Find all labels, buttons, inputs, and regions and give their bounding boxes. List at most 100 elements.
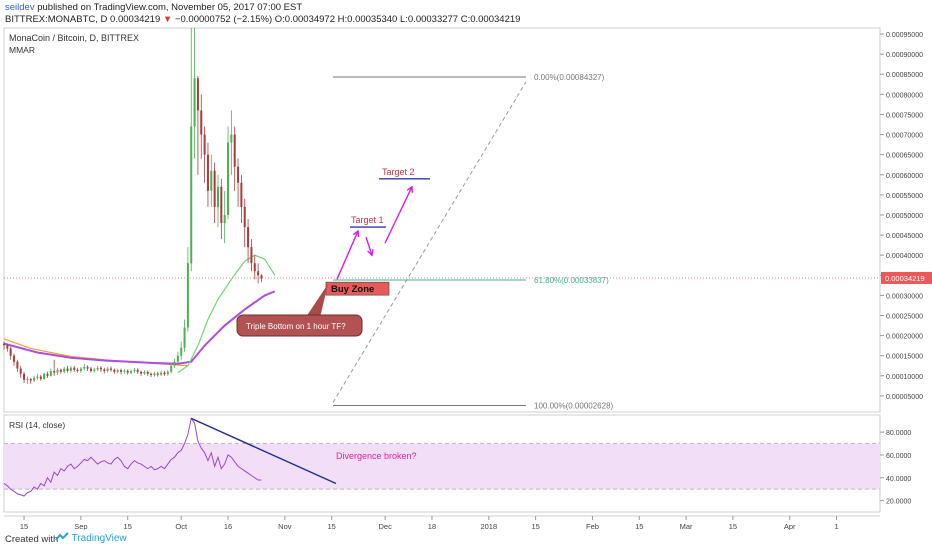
price-axis-label: 0.00060000: [886, 173, 923, 180]
candle-body: [183, 327, 186, 348]
candle-body: [46, 373, 49, 376]
candle-body: [233, 134, 236, 167]
down-arrow-icon: ▼: [162, 14, 173, 25]
rsi-axis-label: 20.0000: [886, 499, 911, 506]
candle-body: [79, 368, 82, 371]
price-axis-label: 0.00075000: [886, 112, 923, 119]
rsi-band: [4, 443, 880, 490]
candle-body: [19, 368, 22, 374]
author-link[interactable]: seildev: [5, 2, 35, 13]
candle-body: [130, 370, 133, 373]
time-axis-label: 16: [224, 522, 232, 530]
candle-body: [120, 370, 123, 372]
candle-body: [133, 369, 136, 371]
candle-body: [146, 371, 149, 374]
target-2-label: Target 2: [382, 167, 415, 177]
candle-body: [160, 372, 163, 375]
ma-green-line: [177, 254, 276, 374]
symbol-label: BITTREX:MONABTC, D: [5, 14, 108, 25]
candle-body: [173, 361, 176, 366]
candle-body: [69, 367, 72, 371]
candle-body: [43, 373, 46, 380]
time-axis-label: 15: [20, 522, 28, 530]
price-axis-label: 0.00095000: [886, 32, 923, 39]
candle-body: [156, 373, 159, 375]
move-arrow-up-2: [384, 186, 413, 244]
candle-body: [243, 206, 246, 228]
candle-body: [153, 373, 156, 376]
tradingview-brand[interactable]: TradingView: [55, 532, 127, 544]
time-axis-label: 2018: [480, 522, 497, 530]
current-price-label: 0.00034219: [885, 274, 925, 283]
candle-body: [86, 366, 89, 369]
candle-body: [193, 78, 196, 127]
candle-body: [210, 170, 213, 191]
candle-body: [247, 227, 250, 248]
ohlc-values: O:0.00034972 H:0.00035340 L:0.00033277 C…: [274, 14, 521, 25]
move-arrow-down-head: [367, 249, 374, 257]
price-axis-label: 0.00090000: [886, 52, 923, 59]
price-chart[interactable]: 0.00005000 0.00010000 0.00015000 0.00020000…: [0, 26, 932, 530]
candle-body: [93, 369, 96, 371]
candle-body: [140, 371, 143, 374]
divergence-trendline: [190, 417, 337, 485]
time-axis-label: 1: [834, 522, 838, 530]
time-axis-label: 15: [729, 522, 737, 530]
candle-body: [250, 247, 253, 264]
move-arrow-up-1: [336, 230, 359, 280]
candle-body: [56, 369, 59, 373]
candle-body: [203, 134, 206, 155]
candle-body: [176, 355, 179, 362]
price-pane: [3, 27, 881, 413]
move-arrow-up-2-head: [406, 185, 414, 193]
fib-level-0-label: 0.00%(0.00084327): [534, 73, 605, 82]
candle-body: [109, 368, 112, 370]
candle-body: [253, 263, 256, 272]
ma-orange-line: [3, 338, 188, 367]
price-axis-label: 0.00010000: [886, 374, 923, 381]
candle-body: [49, 370, 52, 376]
candle-body: [126, 370, 129, 373]
candle-body: [113, 369, 116, 372]
candle-body: [103, 369, 106, 371]
rsi-title: RSI (14, close): [9, 420, 65, 430]
candle-body: [136, 369, 139, 372]
candle-body: [76, 369, 79, 371]
buy-zone-label: Buy Zone: [331, 284, 374, 295]
callout-bubble: [236, 314, 363, 337]
candle-body: [163, 372, 166, 375]
candle-body: [116, 370, 119, 372]
chart-title: MonaCoin / Bitcoin, D, BITTREX: [9, 33, 139, 43]
candle-body: [186, 263, 189, 328]
tradingview-logo-icon: [55, 532, 69, 541]
candle-body: [89, 368, 92, 371]
price-axis-label: 0.00055000: [886, 193, 923, 200]
candle-body: [39, 376, 42, 380]
candle-body: [220, 186, 223, 224]
candle-body: [180, 347, 183, 356]
chart-header: seildev published on TradingView.com, No…: [0, 0, 932, 26]
candle-body: [13, 355, 16, 362]
candle-body: [170, 365, 173, 372]
candle-body: [123, 370, 126, 372]
price-axis-label: 0.00080000: [886, 92, 923, 99]
candle-body: [166, 371, 169, 375]
candle-body: [29, 379, 32, 381]
candle-body: [63, 368, 66, 372]
candle-body: [213, 170, 216, 207]
rsi-axis-label: 80.0000: [886, 430, 911, 437]
time-axis-label: Sep: [74, 522, 87, 530]
price-axis-label: 0.00040000: [886, 253, 923, 260]
publish-info: published on TradingView.com, November 0…: [37, 2, 303, 13]
current-price-tag: [881, 271, 932, 284]
candle-body: [260, 275, 263, 279]
candle-body: [2, 343, 6, 346]
fib-level-100-label: 100.00%(0.00002628): [534, 401, 614, 410]
rsi-axis-label: 40.0000: [886, 476, 911, 483]
candle-body: [150, 373, 153, 376]
candle-body: [33, 377, 36, 381]
candle-body: [143, 371, 146, 374]
candle-body: [237, 166, 240, 183]
price-axis-label: 0.00065000: [886, 153, 923, 160]
time-axis-label: 15: [327, 522, 335, 530]
